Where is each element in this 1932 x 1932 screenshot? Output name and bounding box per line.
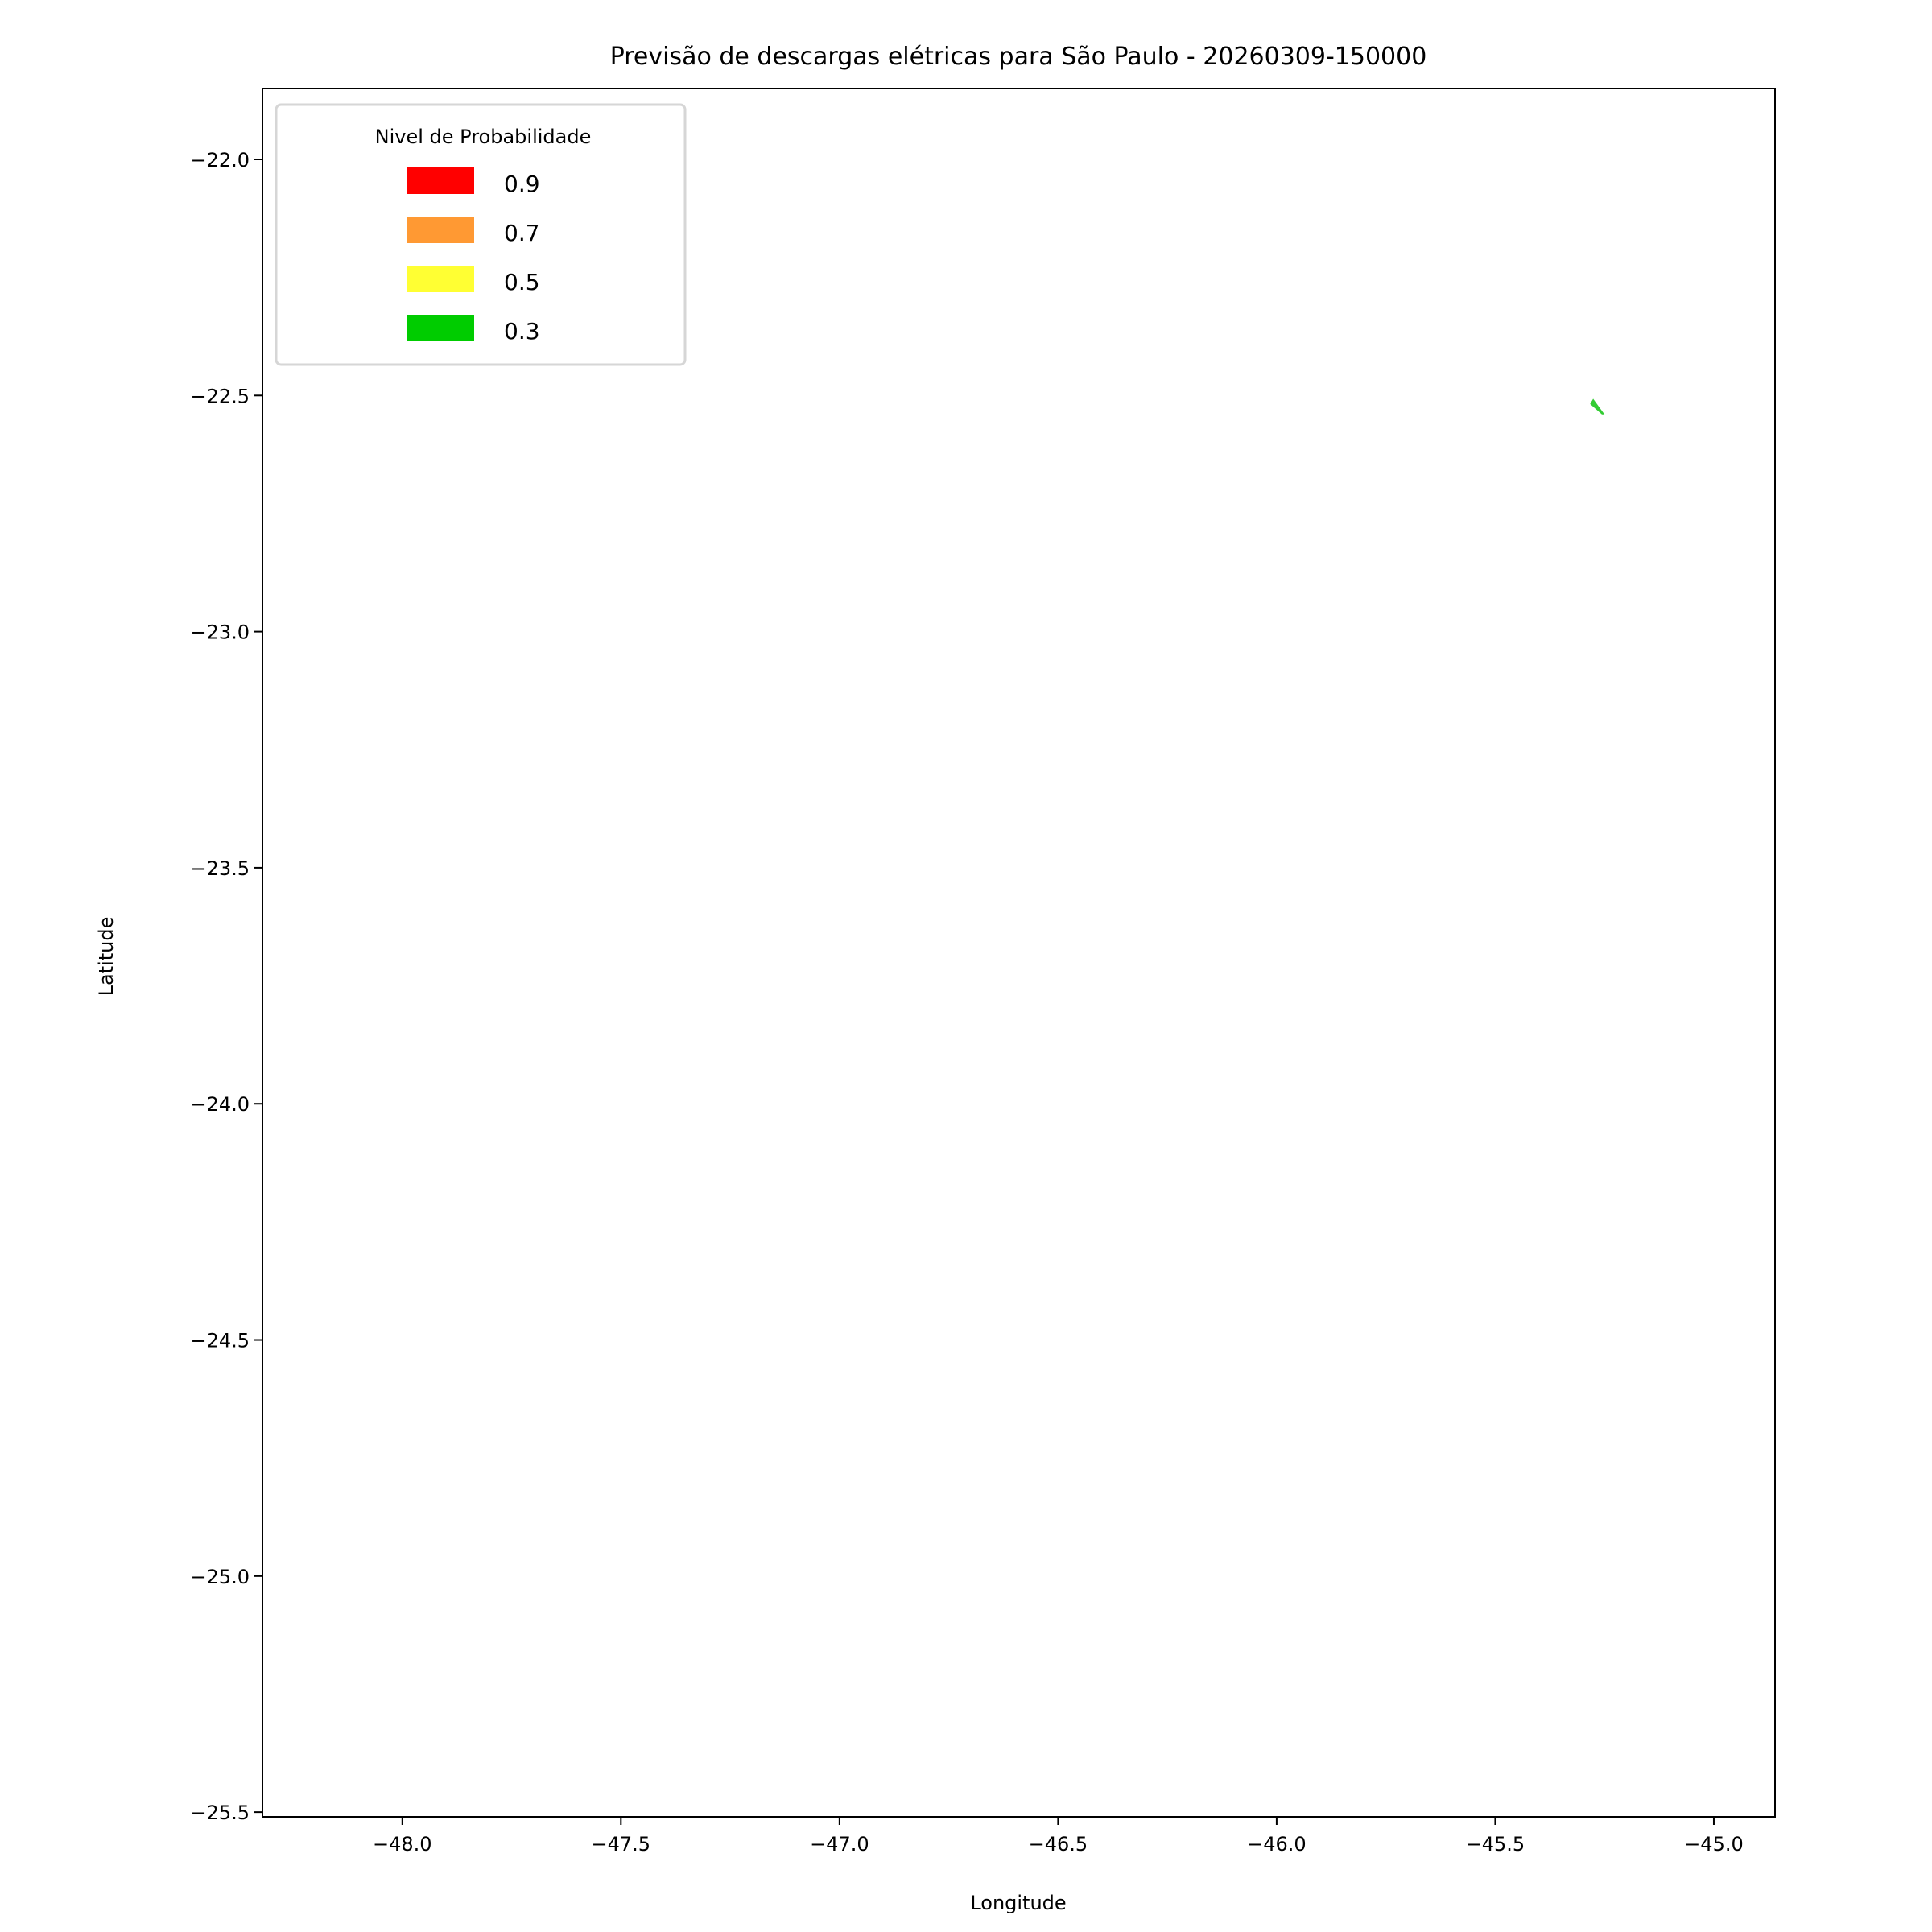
y-tick-label: −22.5 <box>190 385 250 407</box>
legend-swatch <box>407 217 474 243</box>
legend-label: 0.3 <box>504 318 540 345</box>
legend-title: Nivel de Probabilidade <box>375 126 592 148</box>
y-axis-label: Latitude <box>95 917 118 997</box>
y-tick-label: −22.0 <box>190 149 250 171</box>
y-tick-label: −24.0 <box>190 1093 250 1116</box>
y-tick-label: −24.5 <box>190 1330 250 1352</box>
x-tick-label: −47.0 <box>810 1833 869 1856</box>
x-tick-label: −45.5 <box>1466 1833 1525 1856</box>
y-tick-label: −25.5 <box>190 1802 250 1824</box>
legend-label: 0.7 <box>504 220 540 246</box>
probability-polygon <box>1590 398 1605 415</box>
x-tick-label: −48.0 <box>373 1833 432 1856</box>
plot-area <box>1590 398 1605 415</box>
x-axis-label: Longitude <box>970 1892 1066 1914</box>
legend-label: 0.9 <box>504 171 540 197</box>
legend-label: 0.5 <box>504 269 540 295</box>
legend-box <box>275 103 687 366</box>
legend: Nivel de Probabilidade 0.9 0.7 0.5 0.3 <box>275 103 687 366</box>
legend-swatch <box>407 266 474 292</box>
x-tick-label: −47.5 <box>592 1833 651 1856</box>
x-axis: −48.0 −47.5 −47.0 −46.5 −46.0 −45.5 −45.0 <box>373 1817 1744 1856</box>
legend-swatch <box>407 167 474 194</box>
x-tick-label: −45.0 <box>1684 1833 1744 1856</box>
x-tick-label: −46.5 <box>1029 1833 1088 1856</box>
x-tick-label: −46.0 <box>1247 1833 1307 1856</box>
y-tick-label: −23.0 <box>190 621 250 644</box>
y-tick-label: −23.5 <box>190 857 250 880</box>
y-tick-label: −25.0 <box>190 1566 250 1588</box>
chart-title: Previsão de descargas elétricas para São… <box>610 43 1427 71</box>
legend-swatch <box>407 315 474 341</box>
axes-frame <box>262 88 1776 1818</box>
y-axis: −22.0 −22.5 −23.0 −23.5 −24.0 −24.5 −25.0 −25.5 <box>190 149 262 1824</box>
